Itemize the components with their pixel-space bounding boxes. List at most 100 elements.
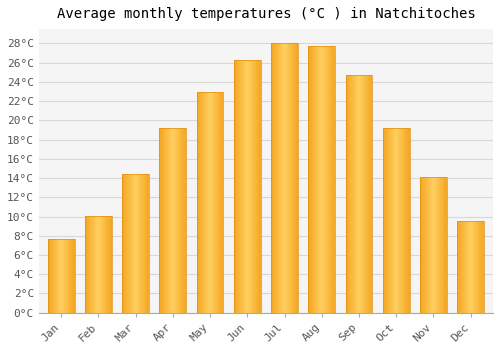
Bar: [437, 177, 438, 313]
Bar: [198, 92, 199, 313]
Bar: [110, 216, 111, 313]
Bar: [364, 75, 365, 313]
Bar: [180, 128, 181, 313]
Bar: [291, 43, 292, 313]
Bar: [163, 128, 164, 313]
Bar: [97, 216, 98, 313]
Bar: [407, 128, 408, 313]
Bar: [420, 177, 447, 313]
Bar: [325, 46, 326, 313]
Bar: [66, 239, 67, 313]
Bar: [308, 46, 309, 313]
Bar: [208, 92, 209, 313]
Bar: [346, 75, 347, 313]
Bar: [122, 174, 124, 313]
Bar: [430, 177, 431, 313]
Bar: [388, 128, 390, 313]
Bar: [278, 43, 279, 313]
Bar: [395, 128, 396, 313]
Bar: [248, 60, 249, 313]
Bar: [247, 60, 248, 313]
Bar: [359, 75, 360, 313]
Bar: [282, 43, 283, 313]
Bar: [132, 174, 133, 313]
Bar: [214, 92, 215, 313]
Bar: [292, 43, 293, 313]
Bar: [169, 128, 170, 313]
Bar: [367, 75, 368, 313]
Bar: [368, 75, 369, 313]
Bar: [138, 174, 139, 313]
Bar: [88, 216, 90, 313]
Bar: [330, 46, 331, 313]
Bar: [459, 221, 460, 313]
Bar: [101, 216, 102, 313]
Bar: [409, 128, 410, 313]
Bar: [213, 92, 214, 313]
Bar: [279, 43, 280, 313]
Bar: [215, 92, 216, 313]
Bar: [479, 221, 480, 313]
Bar: [296, 43, 297, 313]
Bar: [469, 221, 470, 313]
Bar: [237, 60, 238, 313]
Bar: [207, 92, 208, 313]
Bar: [99, 216, 100, 313]
Bar: [480, 221, 481, 313]
Bar: [62, 239, 63, 313]
Bar: [289, 43, 290, 313]
Bar: [196, 92, 197, 313]
Bar: [252, 60, 253, 313]
Bar: [461, 221, 462, 313]
Bar: [362, 75, 363, 313]
Bar: [280, 43, 281, 313]
Bar: [406, 128, 407, 313]
Bar: [259, 60, 260, 313]
Bar: [244, 60, 245, 313]
Bar: [131, 174, 132, 313]
Bar: [85, 216, 112, 313]
Bar: [256, 60, 257, 313]
Bar: [431, 177, 432, 313]
Bar: [370, 75, 371, 313]
Bar: [401, 128, 402, 313]
Bar: [458, 221, 459, 313]
Bar: [294, 43, 296, 313]
Bar: [49, 239, 50, 313]
Bar: [356, 75, 357, 313]
Bar: [283, 43, 284, 313]
Bar: [212, 92, 213, 313]
Bar: [273, 43, 274, 313]
Bar: [348, 75, 349, 313]
Bar: [425, 177, 426, 313]
Bar: [197, 92, 198, 313]
Bar: [271, 43, 298, 313]
Bar: [313, 46, 314, 313]
Bar: [423, 177, 424, 313]
Bar: [432, 177, 433, 313]
Bar: [249, 60, 250, 313]
Bar: [286, 43, 287, 313]
Bar: [276, 43, 277, 313]
Bar: [463, 221, 464, 313]
Bar: [201, 92, 202, 313]
Bar: [222, 92, 223, 313]
Bar: [204, 92, 206, 313]
Title: Average monthly temperatures (°C ) in Natchitoches: Average monthly temperatures (°C ) in Na…: [56, 7, 476, 21]
Bar: [72, 239, 73, 313]
Bar: [398, 128, 399, 313]
Bar: [466, 221, 467, 313]
Bar: [472, 221, 473, 313]
Bar: [429, 177, 430, 313]
Bar: [103, 216, 104, 313]
Bar: [465, 221, 466, 313]
Bar: [95, 216, 96, 313]
Bar: [161, 128, 162, 313]
Bar: [57, 239, 58, 313]
Bar: [71, 239, 72, 313]
Bar: [460, 221, 461, 313]
Bar: [271, 43, 272, 313]
Bar: [353, 75, 354, 313]
Bar: [144, 174, 146, 313]
Bar: [257, 60, 258, 313]
